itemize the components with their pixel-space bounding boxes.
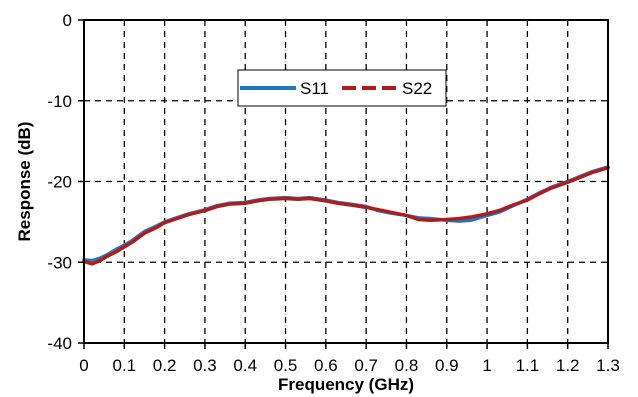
x-tick-label: 0.8 — [395, 356, 419, 375]
x-tick-label: 0.2 — [153, 356, 177, 375]
x-tick-label: 1.2 — [556, 356, 580, 375]
series-lines — [82, 165, 610, 266]
x-tick-label: 1.3 — [596, 356, 620, 375]
x-tick-label: 0.6 — [314, 356, 338, 375]
x-tick-label: 1.1 — [516, 356, 540, 375]
x-tick-label: 0.3 — [193, 356, 217, 375]
y-tick-label: -30 — [47, 253, 72, 272]
y-tick-label: -20 — [47, 173, 72, 192]
y-tick-label: -40 — [47, 334, 72, 353]
x-tick-label: 0.1 — [112, 356, 136, 375]
x-tick-label: 0.9 — [435, 356, 459, 375]
grid-lines — [84, 20, 608, 343]
x-tick-label: 0.4 — [233, 356, 257, 375]
y-tick-label: 0 — [63, 11, 72, 30]
legend: S11 S22 — [237, 69, 447, 107]
x-axis-title: Frequency (GHz) — [278, 375, 414, 394]
y-axis-title: Response (dB) — [15, 122, 34, 242]
series-line-s22 — [82, 166, 610, 266]
legend-label-s11: S11 — [300, 79, 329, 98]
legend-label-s22: S22 — [402, 79, 432, 98]
y-tick-label: -10 — [47, 92, 72, 111]
x-tick-label: 0.5 — [274, 356, 298, 375]
axis-ticks: 0 0.1 0.2 0.3 0.4 0.5 0.6 0.7 0.8 0.9 1 1.1 1.2 1.3 -4… — [47, 11, 619, 375]
x-tick-label: 0.7 — [354, 356, 378, 375]
x-tick-label: 0 — [79, 356, 88, 375]
x-tick-label: 1 — [482, 356, 491, 375]
